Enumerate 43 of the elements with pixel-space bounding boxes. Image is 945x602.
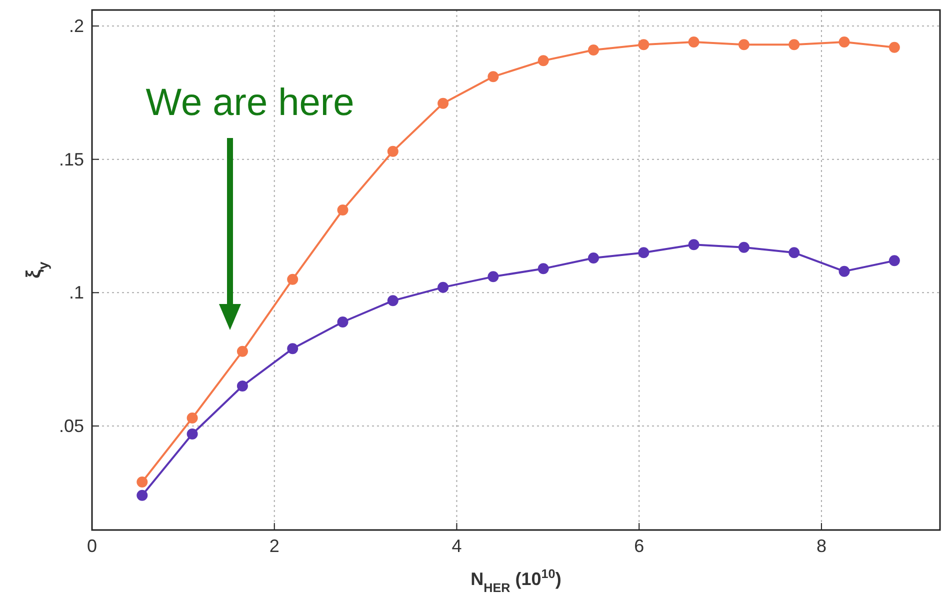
point [186, 412, 198, 424]
x-tick-label: 8 [816, 536, 826, 556]
point [287, 274, 298, 285]
point [438, 282, 449, 293]
point [337, 204, 348, 216]
point [588, 44, 600, 56]
x-tick-label: 0 [86, 536, 98, 556]
point [387, 295, 398, 306]
x-tick-label: 6 [634, 536, 644, 556]
y-tick-label: .1 [68, 282, 84, 303]
point [638, 247, 650, 258]
point [186, 428, 198, 440]
point [888, 42, 900, 53]
point [136, 476, 148, 488]
point [788, 247, 800, 258]
x-tick-label: 2 [269, 536, 280, 556]
point [788, 39, 800, 50]
point [287, 343, 298, 354]
point [588, 252, 600, 264]
point [538, 55, 549, 66]
point [136, 490, 148, 501]
point [538, 263, 549, 274]
point [888, 255, 900, 266]
annotation: We are here [146, 82, 354, 124]
x-tick-label: 4 [452, 536, 462, 556]
point [488, 71, 499, 82]
point [638, 39, 650, 50]
y-tick-label: .05 [58, 416, 84, 436]
point [838, 36, 850, 48]
point [337, 316, 348, 328]
point [488, 271, 499, 282]
x-axis-title: N$_{HER}$ (10$^{10}$) [470, 567, 562, 595]
point [387, 146, 398, 157]
y-tick-label: .15 [58, 149, 84, 170]
point [438, 98, 449, 109]
y-tick-label: .2 [68, 16, 84, 36]
point [738, 39, 750, 50]
point [838, 266, 850, 277]
point [236, 380, 248, 392]
point [236, 346, 248, 357]
point [688, 36, 700, 48]
point [688, 239, 700, 250]
point [738, 242, 750, 253]
